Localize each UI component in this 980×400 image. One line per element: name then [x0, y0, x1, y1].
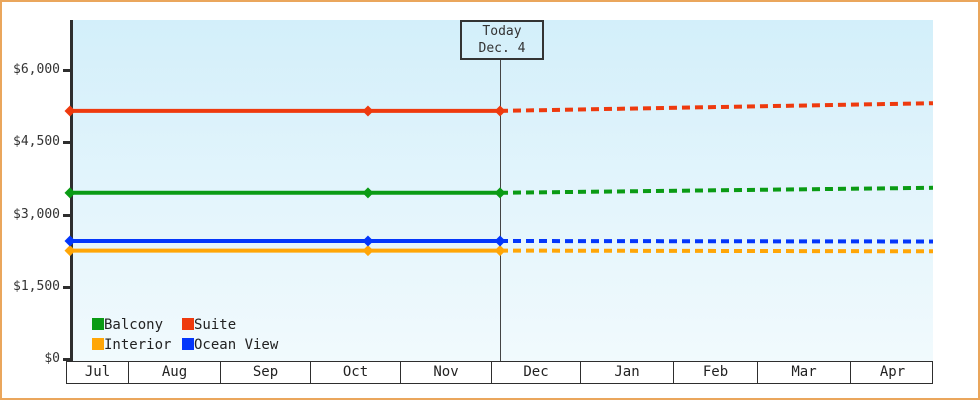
- legend: Balcony Suite Interior Ocean View: [92, 314, 278, 354]
- legend-label: Ocean View: [194, 337, 279, 353]
- y-axis-tick: [63, 141, 70, 145]
- month-cell-sep: Sep: [221, 362, 311, 383]
- data-point-interior: [362, 245, 374, 257]
- legend-label: Suite: [194, 317, 237, 333]
- month-cell-mar: Mar: [758, 362, 851, 383]
- series-line-suite-forecast: [499, 101, 934, 113]
- y-axis-label: $6,000: [13, 62, 60, 77]
- today-vertical-line: [500, 60, 501, 361]
- y-axis-label: $4,500: [13, 134, 60, 150]
- data-point-suite: [494, 105, 506, 117]
- data-point-balcony: [494, 187, 506, 199]
- data-point-balcony: [362, 187, 374, 199]
- x-axis-month-strip: Jul Aug Sep Oct Nov Dec Jan Feb Mar Apr: [66, 361, 933, 384]
- data-point-ocean-view: [362, 235, 374, 247]
- y-axis-tick: [63, 213, 70, 217]
- legend-item-ocean-view: Ocean View: [182, 334, 278, 354]
- month-cell-jul: Jul: [67, 362, 129, 383]
- legend-item-balcony: Balcony: [92, 314, 182, 334]
- series-line-balcony-forecast: [499, 185, 934, 195]
- month-cell-apr: Apr: [879, 364, 906, 380]
- y-axis-tick: [63, 69, 70, 72]
- y-axis-label: $0: [44, 351, 60, 366]
- legend-item-interior: Interior: [92, 334, 182, 354]
- month-cell-jan: Jan: [581, 362, 674, 383]
- legend-row: Balcony Suite: [92, 314, 272, 334]
- data-point-ocean-view: [64, 235, 76, 247]
- legend-label: Balcony: [104, 317, 164, 333]
- today-annotation-box: Today Dec. 4: [460, 20, 544, 60]
- data-point-ocean-view: [494, 235, 506, 247]
- month-cell-feb: Feb: [674, 362, 758, 383]
- month-cell-oct: Oct: [311, 362, 401, 383]
- today-date: Dec. 4: [478, 41, 526, 56]
- month-cell-dec: Dec: [492, 362, 581, 383]
- y-axis-label: $1,500: [13, 278, 60, 294]
- series-line-ocean-view-forecast: [499, 239, 934, 244]
- y-axis-label: $3,000: [13, 206, 60, 222]
- data-point-interior: [494, 245, 506, 257]
- legend-swatch-icon: [182, 318, 194, 330]
- legend-swatch-icon: [182, 338, 194, 350]
- price-lines-canvas: [64, 101, 934, 257]
- legend-row: Interior Ocean View: [92, 334, 278, 354]
- month-cell-aug: Aug: [129, 362, 221, 383]
- y-axis-tick: [63, 285, 70, 289]
- legend-swatch-icon: [92, 338, 104, 350]
- data-point-balcony: [64, 187, 76, 199]
- data-point-suite: [64, 105, 76, 117]
- legend-label: Interior: [104, 337, 172, 353]
- legend-item-suite: Suite: [182, 314, 272, 334]
- month-cell-nov: Nov: [401, 362, 492, 383]
- data-point-suite: [362, 105, 374, 117]
- series-line-interior-forecast: [499, 248, 934, 254]
- y-axis-tick: [63, 358, 70, 361]
- data-point-interior: [64, 245, 76, 257]
- today-label: Today: [482, 24, 522, 39]
- legend-swatch-icon: [92, 318, 104, 330]
